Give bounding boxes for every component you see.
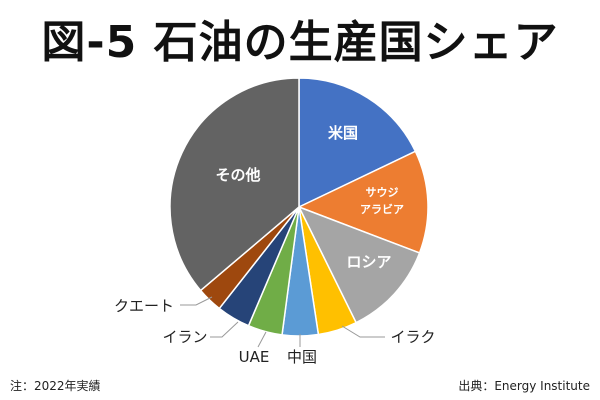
pie-slice-0: [298, 77, 417, 209]
slice-label-uae: UAE: [239, 348, 270, 366]
pie-slice-1: [297, 150, 429, 254]
leader-line-kuwait: [180, 296, 213, 306]
leader-line-uae: [257, 331, 267, 348]
slice-label-saudi-2: アラビア: [360, 202, 404, 216]
chart-title: 図-5 石油の生産国シェア: [41, 17, 559, 68]
source: 出典：Energy Institute: [458, 379, 590, 393]
slice-label-saudi-1: サウジ: [366, 186, 399, 199]
slice-label-kuwait: クエート: [114, 297, 174, 315]
slice-label-russia: ロシア: [346, 253, 391, 271]
pie-slice-8: [169, 77, 300, 292]
footnote: 注：2022年実績: [10, 379, 101, 393]
slice-label-usa: 米国: [328, 124, 358, 142]
leader-line-iraq: [341, 325, 385, 338]
leader-line-iran: [210, 321, 239, 338]
leader-lines: [180, 296, 385, 348]
slice-label-iraq: イラク: [390, 328, 435, 346]
slice-label-other: その他: [215, 166, 260, 184]
slice-label-china: 中国: [287, 348, 317, 366]
slice-label-iran: イラン: [162, 328, 207, 346]
pie-slice-2: [297, 205, 421, 324]
